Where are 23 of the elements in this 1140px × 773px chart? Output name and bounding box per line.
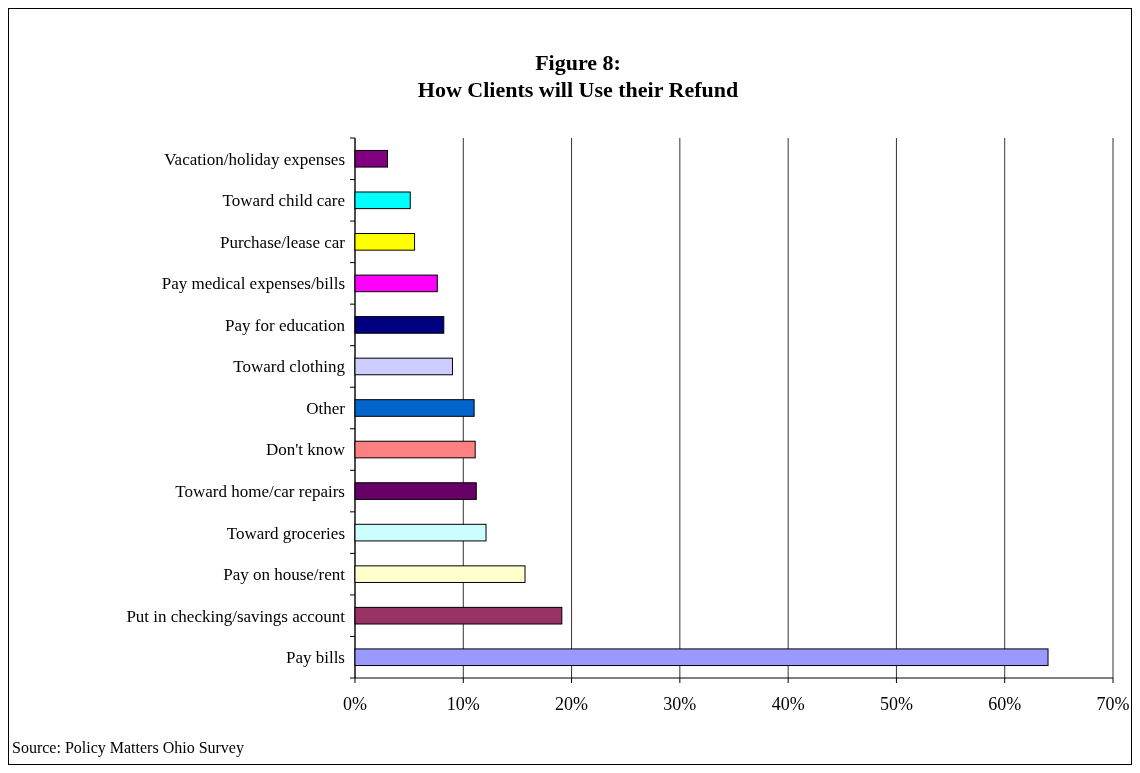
- chart-title: Figure 8: How Clients will Use their Refund: [417, 50, 739, 102]
- source-note: Source: Policy Matters Ohio Survey: [12, 739, 244, 757]
- y-tick-label: Toward clothing: [233, 357, 346, 377]
- y-tick-label: Don't know: [265, 440, 346, 460]
- y-tick-label: Toward home/car repairs: [175, 482, 345, 502]
- y-tick-label: Pay for education: [225, 315, 346, 335]
- x-tick-label: 50%: [879, 694, 913, 714]
- y-tick-label: Pay bills: [285, 648, 345, 668]
- x-tick-label: 30%: [663, 694, 697, 714]
- x-tick-label: 10%: [446, 694, 480, 714]
- y-tick-label: Pay medical expenses/bills: [161, 274, 345, 294]
- x-tick-label: 60%: [988, 694, 1022, 714]
- y-tick-label: Toward groceries: [226, 523, 345, 543]
- y-tick-label: Vacation/holiday expenses: [164, 149, 345, 169]
- x-tick-label: 0%: [343, 694, 367, 714]
- x-tick-label: 70%: [1096, 694, 1130, 714]
- y-tick-label: Other: [306, 398, 346, 418]
- y-tick-label: Purchase/lease car: [219, 232, 346, 252]
- x-tick-label: 40%: [771, 694, 805, 714]
- x-tick-label: 20%: [555, 694, 589, 714]
- y-tick-label: Put in checking/savings account: [126, 606, 346, 626]
- y-tick-label: Pay on house/rent: [223, 565, 346, 585]
- y-tick-label: Toward child care: [222, 191, 345, 211]
